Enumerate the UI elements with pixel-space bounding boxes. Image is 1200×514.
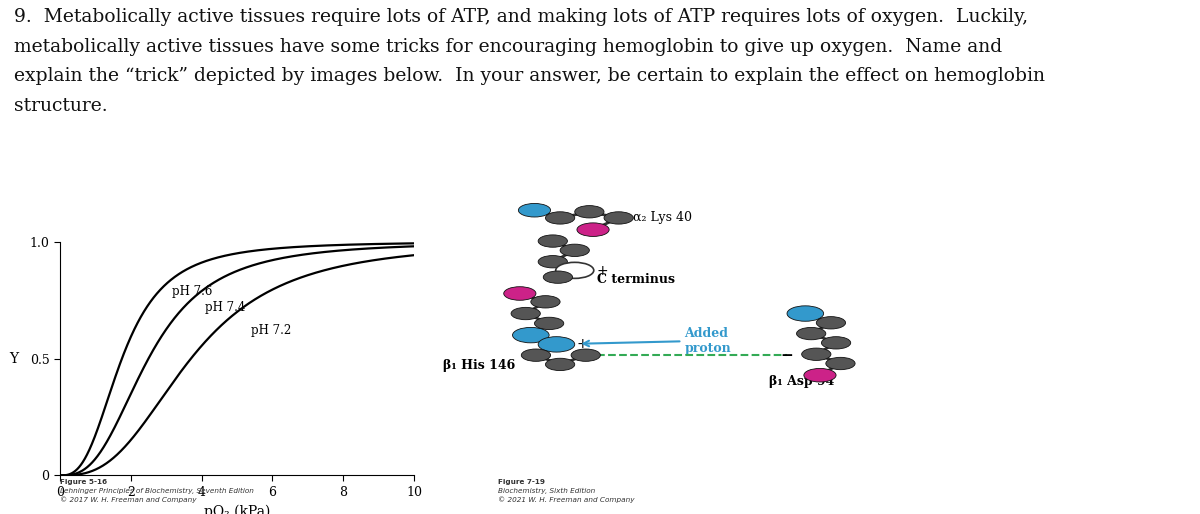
Text: Biochemistry, Sixth Edition: Biochemistry, Sixth Edition (498, 488, 595, 494)
Text: α₂ Lys 40: α₂ Lys 40 (634, 211, 692, 225)
Circle shape (534, 317, 564, 329)
Circle shape (571, 349, 600, 361)
Text: +: + (596, 264, 608, 278)
Text: explain the “trick” depicted by images below.  In your answer, be certain to exp: explain the “trick” depicted by images b… (14, 67, 1045, 85)
Text: Lehninger Principles of Biochemistry, Seventh Edition: Lehninger Principles of Biochemistry, Se… (60, 488, 254, 494)
Circle shape (560, 244, 589, 256)
Circle shape (538, 235, 568, 247)
Text: pH 7.6: pH 7.6 (172, 285, 212, 298)
Circle shape (787, 306, 823, 321)
Circle shape (518, 204, 551, 217)
X-axis label: pO₂ (kPa): pO₂ (kPa) (204, 504, 270, 514)
Circle shape (826, 357, 856, 370)
Text: +: + (577, 337, 588, 352)
Text: −: − (552, 273, 564, 289)
Circle shape (802, 348, 830, 360)
Text: Figure 5-16: Figure 5-16 (60, 479, 107, 485)
Circle shape (822, 337, 851, 349)
Text: structure.: structure. (14, 97, 108, 115)
Text: β₁ Asp 94: β₁ Asp 94 (769, 375, 834, 388)
Text: β₁ His 146: β₁ His 146 (443, 359, 515, 373)
Text: C terminus: C terminus (596, 273, 674, 286)
Circle shape (521, 349, 551, 361)
Text: © 2017 W. H. Freeman and Company: © 2017 W. H. Freeman and Company (60, 497, 197, 503)
Text: 9.  Metabolically active tissues require lots of ATP, and making lots of ATP req: 9. Metabolically active tissues require … (14, 8, 1028, 26)
Circle shape (804, 369, 836, 382)
Text: pH 7.2: pH 7.2 (251, 324, 292, 338)
Circle shape (577, 223, 610, 236)
Circle shape (512, 327, 550, 343)
Text: Added
proton: Added proton (684, 327, 731, 355)
Circle shape (797, 327, 826, 340)
Circle shape (816, 317, 846, 329)
Circle shape (575, 206, 604, 218)
Text: pH 7.4: pH 7.4 (205, 301, 246, 314)
Circle shape (511, 307, 540, 320)
Circle shape (538, 255, 568, 268)
Text: metabolically active tissues have some tricks for encouraging hemoglobin to give: metabolically active tissues have some t… (14, 38, 1002, 56)
Text: −: − (781, 347, 793, 363)
Circle shape (604, 212, 634, 224)
Circle shape (538, 337, 575, 352)
Text: © 2021 W. H. Freeman and Company: © 2021 W. H. Freeman and Company (498, 497, 635, 503)
Circle shape (504, 287, 536, 300)
Circle shape (530, 296, 560, 308)
Circle shape (546, 212, 575, 224)
Circle shape (556, 262, 594, 279)
Y-axis label: Y: Y (10, 352, 18, 365)
Circle shape (544, 271, 572, 283)
Circle shape (546, 358, 575, 371)
Text: Figure 7-19: Figure 7-19 (498, 479, 545, 485)
